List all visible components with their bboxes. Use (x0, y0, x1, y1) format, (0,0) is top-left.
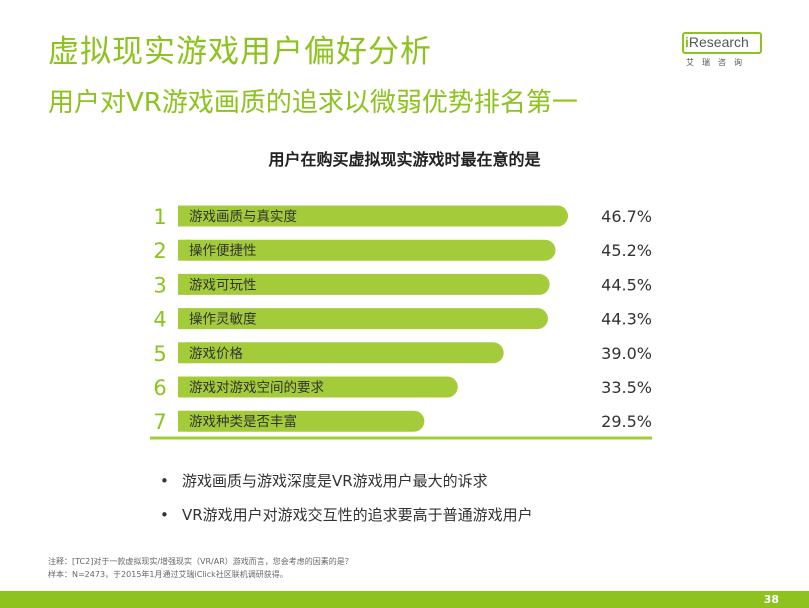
chart-title: 用户在购买虚拟现实游戏时最在意的是 (268, 150, 541, 169)
bullet-icon: • (160, 472, 169, 490)
logo-wordmark: iResearch (685, 34, 749, 50)
bar (178, 239, 556, 261)
logo-cn-text: 艾瑞咨询 (686, 58, 750, 67)
value-label: 45.2% (601, 241, 652, 260)
logo-frame (682, 32, 762, 54)
bar (178, 342, 504, 364)
bar-label: 游戏价格 (189, 346, 243, 362)
value-label: 33.5% (601, 378, 652, 397)
bar-left-edge (178, 376, 190, 398)
page-number: 38 (763, 593, 779, 606)
rank-number: 3 (153, 273, 166, 297)
bar-left-edge (178, 273, 190, 295)
value-label: 39.0% (601, 344, 652, 363)
value-label: 44.3% (601, 310, 652, 329)
bar-label: 操作便捷性 (189, 243, 257, 259)
rank-number: 1 (153, 205, 166, 229)
bar-left-edge (178, 342, 190, 364)
bar-label: 游戏可玩性 (189, 277, 257, 293)
footnotes: 注释：[TC2]对于一款虚拟现实/增强现实（VR/AR）游戏而言，您会考虑的因素… (48, 555, 353, 581)
bar-left-edge (178, 239, 190, 261)
rank-number: 5 (153, 342, 166, 366)
bar (178, 308, 548, 330)
bar-label: 游戏画质与真实度 (189, 209, 297, 225)
bar-left-edge (178, 205, 190, 227)
conclusion-item: • VR游戏用户对游戏交互性的追求要高于普通游戏用户 (160, 506, 533, 524)
bar-label: 游戏种类是否丰富 (189, 413, 297, 430)
page-subtitle: 用户对VR游戏画质的追求以微弱优势排名第一 (48, 88, 578, 118)
bar (178, 376, 458, 398)
footer-bar (0, 591, 809, 608)
bullet-icon: • (160, 506, 169, 524)
value-label: 44.5% (601, 275, 652, 294)
bar (178, 273, 550, 295)
bar (178, 205, 568, 227)
rank-number: 4 (153, 308, 166, 332)
bar (178, 410, 425, 432)
iresearch-logo: iResearch 艾瑞咨询 (682, 32, 762, 70)
rank-number: 7 (153, 410, 166, 434)
conclusion-list: • 游戏画质与游戏深度是VR游戏用户最大的诉求 • VR游戏用户对游戏交互性的追求要… (160, 470, 533, 538)
bar-left-edge (178, 410, 190, 432)
bar-label: 游戏对游戏空间的要求 (189, 380, 324, 396)
rank-number: 2 (153, 239, 166, 263)
note-sample: 样本：N=2473，于2015年1月通过艾瑞iClick社区联机调研获得。 (48, 570, 288, 579)
value-label: 46.7% (601, 207, 652, 226)
conclusion-item: • 游戏画质与游戏深度是VR游戏用户最大的诉求 (160, 472, 488, 490)
bar-left-edge (178, 308, 190, 330)
page-title: 虚拟现实游戏用户偏好分析 (48, 34, 432, 70)
value-label: 29.5% (601, 412, 652, 431)
bar-label: 操作灵敏度 (189, 312, 257, 328)
note-question: 注释：[TC2]对于一款虚拟现实/增强现实（VR/AR）游戏而言，您会考虑的因素… (48, 557, 353, 566)
rank-number: 6 (153, 376, 166, 400)
